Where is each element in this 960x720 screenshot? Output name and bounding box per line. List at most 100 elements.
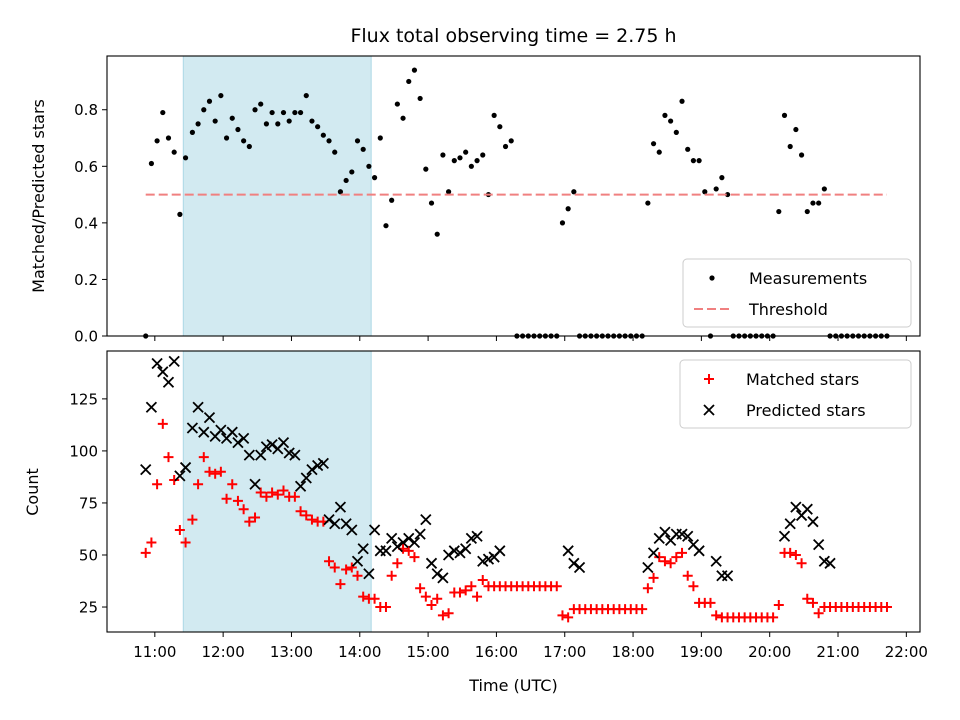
- measurement-point: [315, 124, 321, 130]
- matched-stars-point: [659, 556, 670, 567]
- measurement-point: [366, 163, 372, 169]
- legend-frame: [682, 258, 912, 328]
- predicted-stars-point: [226, 426, 238, 438]
- measurement-point: [787, 143, 793, 150]
- matched-stars-point: [261, 491, 272, 502]
- measurement-point: [292, 109, 298, 116]
- measurement-point: [411, 67, 418, 73]
- measurement-point: [502, 143, 509, 150]
- matched-stars-point: [386, 570, 397, 581]
- axes-frame: [106, 55, 921, 337]
- top-y-axis-label: Matched/Predicted stars: [29, 99, 48, 293]
- predicted-stars-point: [266, 439, 278, 451]
- predicted-stars-point: [824, 557, 836, 569]
- matched-stars-point: [557, 610, 568, 621]
- matched-stars-point: [677, 547, 688, 558]
- legend-label: Matched stars: [746, 370, 859, 389]
- legend-label: Measurements: [749, 269, 867, 288]
- measurement-point: [656, 149, 662, 155]
- matched-stars-point: [232, 495, 243, 506]
- measurement-point: [776, 208, 782, 215]
- predicted-stars-point: [255, 449, 267, 461]
- predicted-stars-point: [471, 530, 483, 542]
- series: [140, 418, 892, 623]
- measurement-point: [343, 177, 349, 184]
- measurement-point: [810, 200, 816, 206]
- x-tick-label: 16:00: [475, 643, 518, 661]
- measurement-point: [804, 208, 810, 215]
- measurement-point: [480, 152, 486, 158]
- predicted-stars-point: [179, 461, 192, 474]
- measurement-point: [195, 121, 201, 127]
- predicted-stars-point: [642, 561, 654, 574]
- predicted-stars-point: [647, 547, 660, 559]
- x-tick-label: 20:00: [748, 643, 791, 661]
- x-tick-label: 19:00: [680, 643, 723, 661]
- matched-stars-point: [437, 610, 448, 621]
- x-axis-label: Time (UTC): [468, 676, 557, 695]
- predicted-stars-point: [721, 570, 734, 582]
- measurement-point: [559, 220, 566, 226]
- matched-stars-point: [768, 612, 779, 623]
- y-tick-label: 0.4: [74, 214, 98, 232]
- predicted-stars-point: [157, 366, 169, 378]
- top-chart-title: Flux total observing time = 2.75 h: [350, 25, 676, 47]
- predicted-stars-point: [403, 532, 415, 544]
- matched-stars-point: [187, 514, 198, 525]
- measurement-point: [241, 138, 247, 144]
- measurement-point: [171, 149, 177, 155]
- predicted-stars-point: [380, 545, 392, 557]
- predicted-stars-point: [391, 541, 403, 553]
- measurement-point: [160, 109, 166, 116]
- measurement-point: [673, 129, 679, 135]
- measurement-point: [821, 186, 827, 192]
- x-tick-label: 13:00: [270, 643, 313, 661]
- predicted-stars-point: [174, 470, 186, 482]
- matched-stars-point: [193, 479, 204, 490]
- measurement-point: [269, 109, 275, 116]
- predicted-stars-point: [460, 543, 472, 555]
- predicted-stars-point: [346, 524, 358, 536]
- matched-stars-point: [551, 581, 562, 592]
- predicted-stars-point: [710, 555, 722, 567]
- predicted-stars-point: [368, 524, 381, 536]
- x-tick-label: 14:00: [338, 643, 381, 661]
- matched-stars-point: [802, 593, 813, 604]
- measurement-point: [451, 158, 457, 164]
- predicted-stars-point: [414, 528, 426, 540]
- measurement-point: [428, 200, 435, 206]
- measurement-point: [685, 146, 691, 152]
- predicted-stars-point: [386, 532, 398, 544]
- predicted-stars-point: [294, 480, 307, 492]
- bottom-panel: 25 50 75 100 125 11:00 12:00 13:00 14:00 15:00 16:…: [69, 350, 928, 661]
- measurement-point: [468, 163, 474, 169]
- axes-frame: [106, 350, 921, 633]
- matched-stars-point: [711, 610, 722, 621]
- predicted-stars-point: [408, 536, 421, 549]
- predicted-stars-point: [306, 464, 318, 476]
- predicted-stars-point: [203, 411, 216, 424]
- matched-stars-point: [180, 537, 191, 548]
- measurement-point: [326, 138, 332, 144]
- measurement-point: [440, 152, 446, 158]
- predicted-stars-point: [682, 530, 694, 542]
- y-tick-label: 0.2: [74, 271, 98, 289]
- matched-stars-point: [665, 558, 676, 569]
- matched-stars-point: [221, 493, 232, 504]
- predicted-stars-point: [420, 513, 432, 526]
- predicted-stars-point: [145, 401, 158, 413]
- measurement-point: [354, 138, 361, 144]
- matched-stars-point: [460, 585, 471, 596]
- matched-stars-point: [773, 599, 784, 610]
- matched-stars-point: [682, 570, 693, 581]
- y-tick-label: 0.6: [74, 158, 98, 176]
- measurement-point: [154, 138, 160, 144]
- predicted-stars-point: [693, 545, 705, 557]
- matched-stars-point: [403, 545, 414, 556]
- matched-stars-point: [654, 552, 665, 563]
- legend: Matched stars Predicted stars: [679, 359, 912, 429]
- measurement-point: [377, 135, 383, 141]
- matched-stars-point: [466, 581, 477, 592]
- measurement-point: [337, 189, 344, 195]
- measurement-point: [218, 92, 224, 99]
